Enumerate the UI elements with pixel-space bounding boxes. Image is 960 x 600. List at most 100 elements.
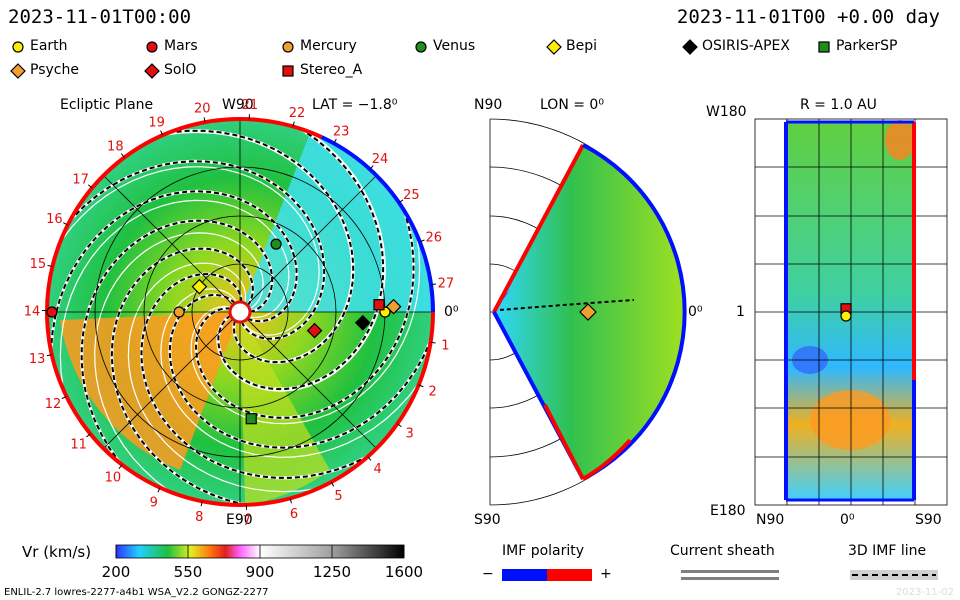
rotation-tick-label-15: 15 — [30, 257, 47, 272]
colorbar-tick-label-900: 900 — [246, 563, 275, 581]
rim-positive-south — [273, 311, 435, 505]
rotation-tick — [203, 117, 206, 123]
rotation-tick — [430, 283, 437, 286]
colorbar-tick-label-550: 550 — [174, 563, 203, 581]
imf-line — [80, 219, 274, 475]
meridional-rim-blue — [582, 143, 687, 481]
meridional-edge-north — [492, 144, 585, 313]
rim-positive-west — [45, 214, 274, 507]
rotation-tick-label-14: 14 — [24, 304, 41, 319]
rotation-tick-label-23: 23 — [333, 124, 350, 139]
colorbar-label: Vr (km/s) — [22, 543, 92, 561]
map-bodies — [840, 303, 852, 322]
ecliptic-lat-label: LAT = −1.8⁰ — [312, 97, 398, 113]
imf-line — [217, 120, 385, 391]
rotation-tick — [87, 184, 93, 189]
ecliptic-body-mercury — [173, 306, 185, 318]
legend-label-stereo-a: Stereo_A — [300, 62, 363, 78]
rotation-tick — [292, 121, 295, 127]
legend-marker-psyche — [10, 63, 26, 79]
map-y-mid: 1 — [736, 304, 745, 320]
rotation-tick — [160, 130, 164, 136]
imf-polarity-title: IMF polarity — [502, 543, 585, 559]
ecliptic-bottom-label: E90 — [226, 512, 253, 528]
meridional-panel — [489, 118, 687, 506]
rotation-tick — [418, 384, 424, 388]
imf-polarity-legend — [502, 569, 592, 581]
rotation-tick-label-8: 8 — [195, 510, 203, 525]
rotation-tick-label-22: 22 — [289, 106, 306, 121]
meridional-edge-south-outer — [543, 404, 585, 480]
imf-line — [154, 129, 355, 364]
left-timestamp: 2023-11-01T00:00 — [8, 6, 192, 28]
meridional-imf-line — [499, 299, 635, 311]
legend-marker-osiris-apex — [682, 39, 698, 55]
rotation-tick — [63, 222, 68, 226]
rotation-tick — [61, 395, 67, 400]
colorbar-tick-label-200: 200 — [102, 563, 131, 581]
rotation-tick — [369, 165, 374, 170]
ecliptic-polarity-rim — [45, 117, 435, 507]
rotation-tick — [430, 341, 436, 344]
legend-label-earth: Earth — [30, 38, 68, 54]
ecliptic-bodies — [46, 238, 402, 425]
meridional-top-label: N90 — [474, 97, 503, 113]
rotation-tick-label-26: 26 — [425, 230, 442, 245]
meridional-title: LON = 0⁰ — [540, 97, 604, 113]
vr-colorbar: 200 550 900 1250 1600 — [102, 544, 423, 581]
colorbar-ticks: 200 550 900 1250 1600 — [102, 545, 423, 581]
latlon-panel — [754, 118, 948, 506]
map-orange-patch — [810, 390, 890, 450]
meridional-body-psyche — [579, 303, 597, 321]
meridional-bodies — [579, 303, 597, 321]
imf-lines — [49, 120, 433, 505]
legend-label-psyche: Psyche — [30, 62, 79, 78]
rotation-tick-label-9: 9 — [150, 495, 158, 510]
rotation-tick-label-2: 2 — [428, 385, 436, 400]
imf-negative-swatch — [502, 569, 547, 581]
right-timestamp: 2023-11-01T00 +0.00 day — [676, 6, 940, 28]
map-y-top: W180 — [706, 104, 747, 120]
ecliptic-body-bepi — [191, 278, 208, 295]
legend-label-mercury: Mercury — [300, 38, 357, 54]
meridional-bottom-label: S90 — [474, 512, 501, 528]
map-x-mid: 0⁰ — [840, 512, 855, 528]
meridional-right-label: 0⁰ — [688, 304, 703, 320]
rotation-tick — [333, 138, 337, 144]
imf-line — [110, 247, 261, 505]
colorbar-tick-label-1600: 1600 — [385, 563, 423, 581]
rotation-tick — [46, 354, 52, 357]
rotation-tick-label-27: 27 — [438, 277, 455, 292]
rotation-tick-label-12: 12 — [45, 397, 62, 412]
rotation-tick-label-19: 19 — [148, 115, 165, 130]
rim-positive-north — [71, 117, 323, 217]
legend-label-venus: Venus — [433, 38, 476, 54]
legend-marker-stereo-a — [282, 65, 294, 77]
rotation-tick — [289, 498, 292, 504]
current-sheath-title: Current sheath — [670, 543, 775, 559]
rotation-tick — [120, 153, 125, 158]
map-x-right: S90 — [915, 512, 942, 528]
ecliptic-right-label: 0⁰ — [444, 304, 459, 320]
ecliptic-body-osiris-apex — [354, 314, 371, 331]
imf-line-legend — [850, 570, 938, 580]
rotation-tick-label-4: 4 — [374, 462, 382, 477]
current-sheath-legend — [681, 570, 779, 580]
rotation-tick-label-1: 1 — [441, 339, 449, 354]
colorbar-tick-label-1250: 1250 — [313, 563, 351, 581]
map-body-earth — [840, 310, 852, 322]
ecliptic-body-solo — [306, 322, 323, 339]
map-x-left: N90 — [756, 512, 785, 528]
imf-line — [140, 273, 382, 479]
legend-marker-venus — [415, 41, 427, 53]
rotation-tick-label-13: 13 — [29, 352, 46, 367]
map-y-bottom: E180 — [710, 503, 746, 519]
rotation-tick-label-10: 10 — [105, 471, 122, 486]
ecliptic-body-venus — [270, 238, 282, 250]
legend-marker-solo — [144, 63, 160, 79]
rotation-tick-label-17: 17 — [72, 172, 89, 187]
rotation-tick-label-6: 6 — [290, 507, 298, 522]
legend-label-solo: SolO — [164, 62, 197, 78]
